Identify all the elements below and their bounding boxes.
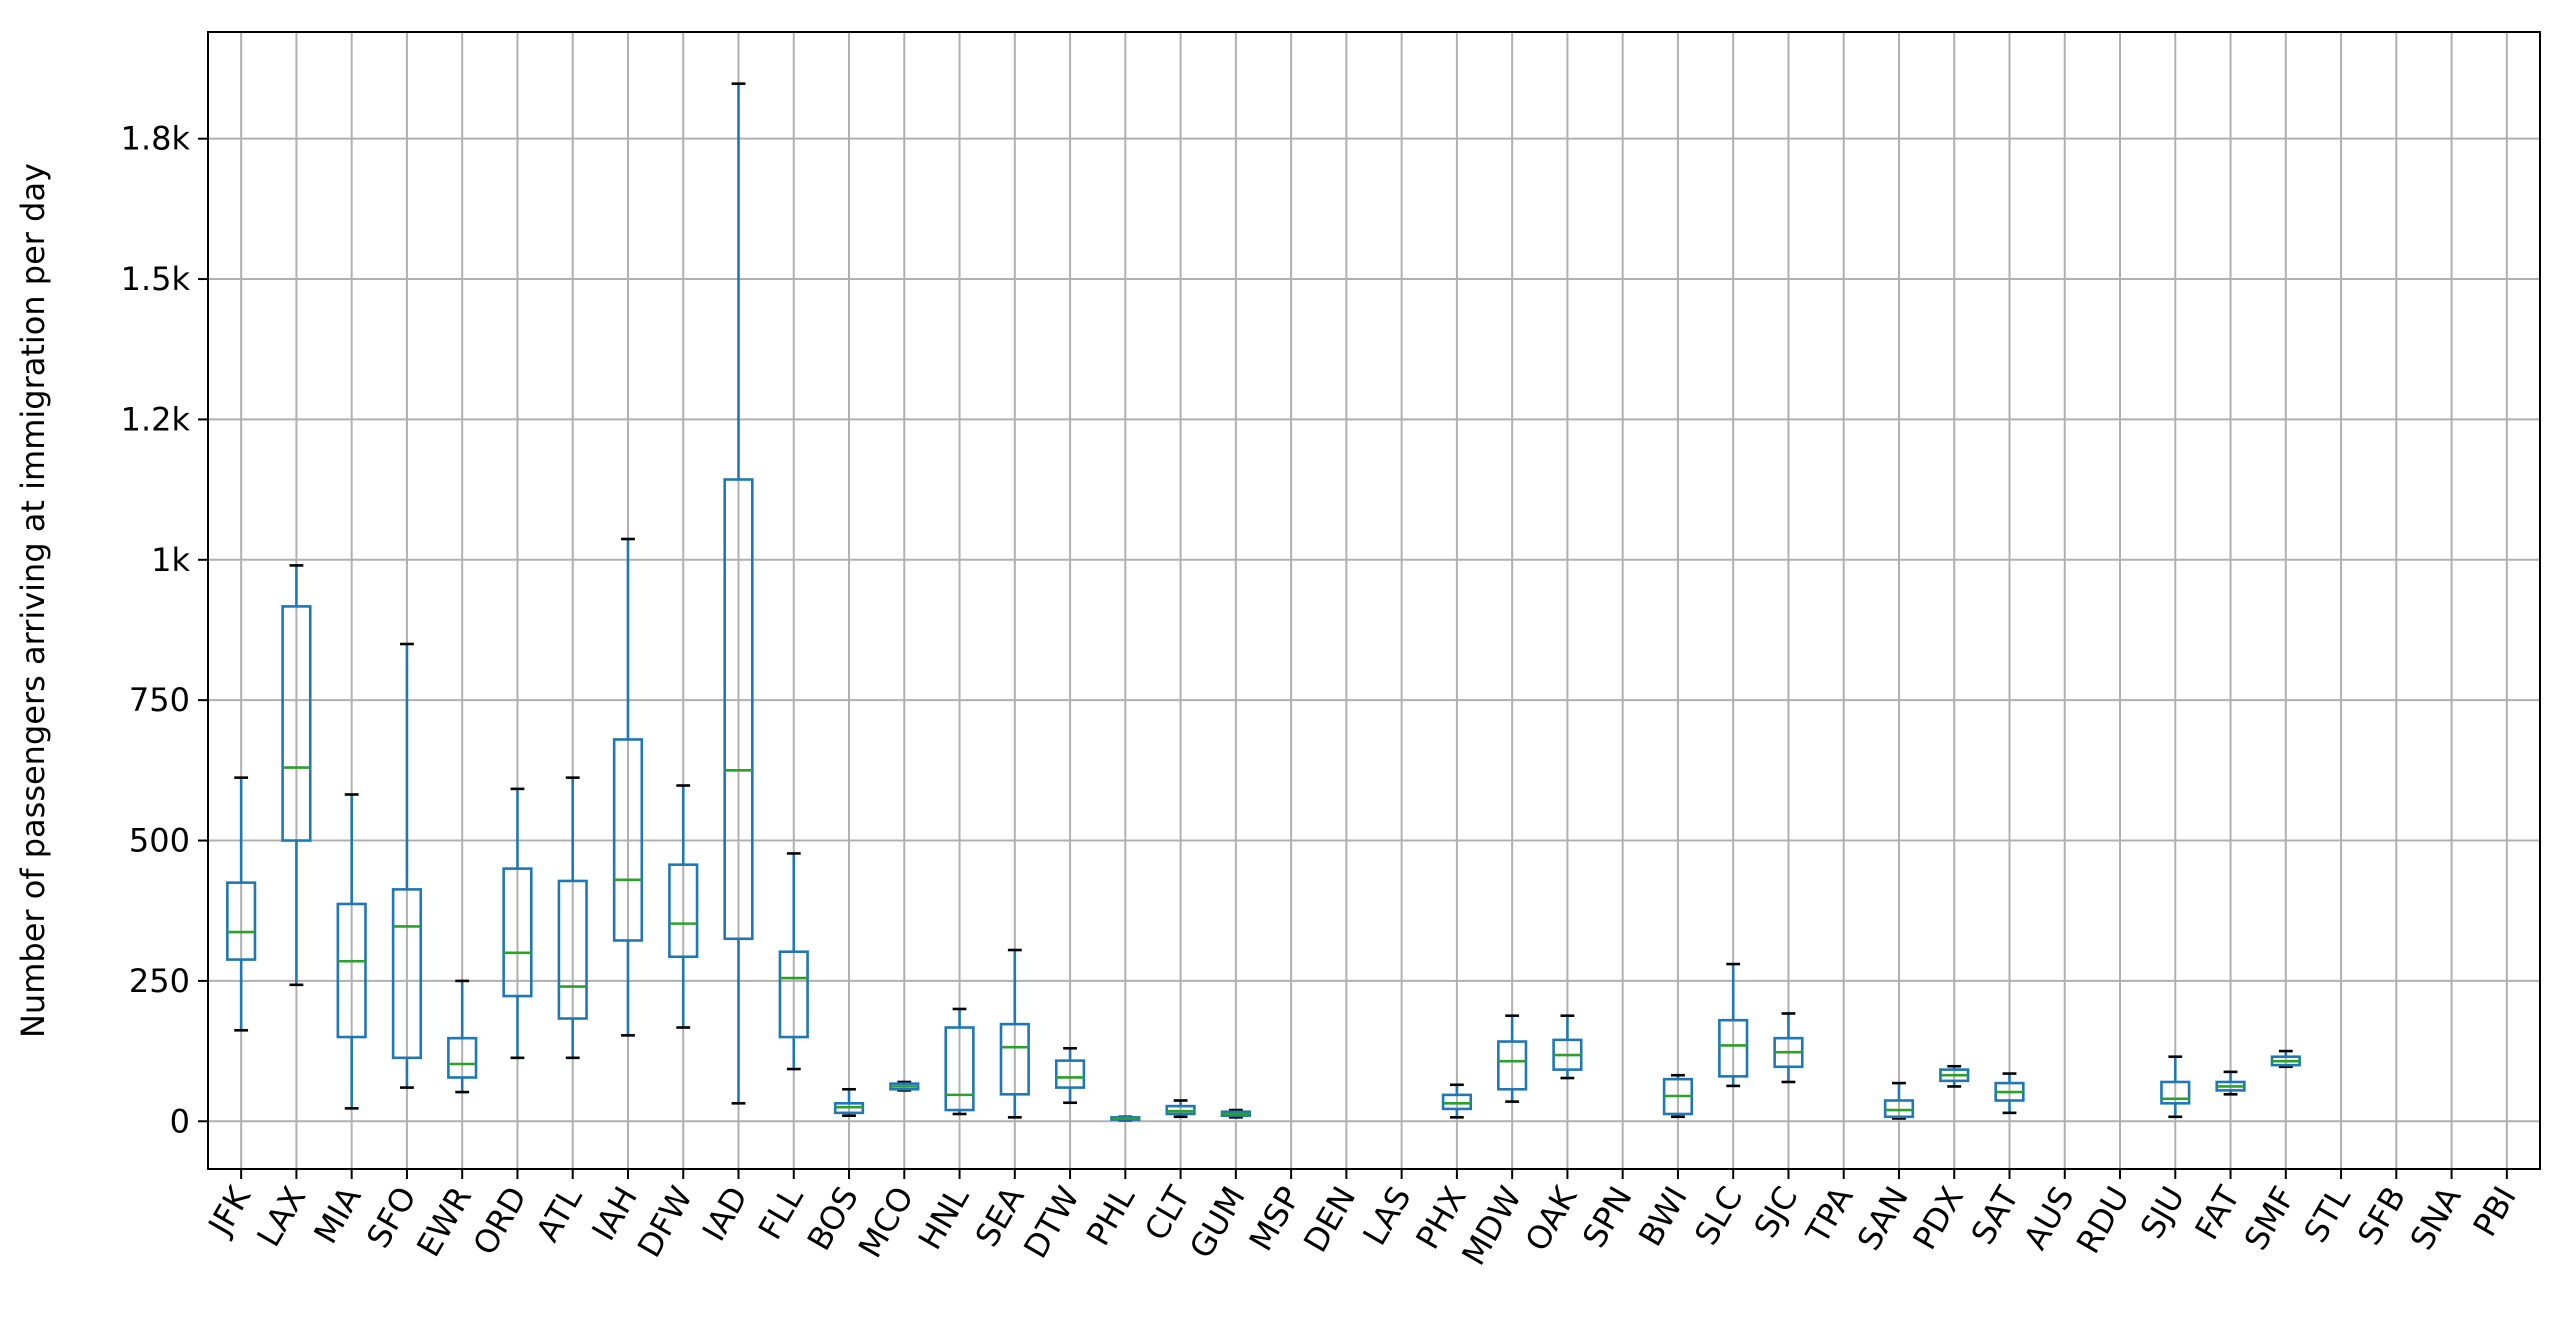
x-tick-label: BWI: [1631, 1180, 1695, 1253]
x-tick-label: HNL: [911, 1180, 977, 1256]
box-dfw: [668, 784, 699, 1029]
box-fat: [2215, 1070, 2246, 1096]
box-sat: [1994, 1072, 2025, 1115]
box-gum: [1220, 1108, 1251, 1119]
y-tick-label: 0: [170, 1102, 190, 1140]
box-bwi: [1662, 1073, 1694, 1119]
x-tick-label: MIA: [306, 1180, 368, 1250]
iqr-box: [944, 1026, 975, 1112]
x-tick-label: ATL: [528, 1180, 589, 1248]
y-tick-layer: 0 250 500 750 1k 1.2k 1.5k 1.8k: [121, 120, 208, 1140]
box-iad: [723, 82, 754, 1105]
box-sju: [2160, 1055, 2191, 1119]
box-fll: [778, 852, 809, 1071]
iqr-box: [612, 738, 644, 942]
box-smf: [2270, 1049, 2301, 1069]
y-tick-label: 1.2k: [121, 400, 191, 438]
x-tick-label: AUS: [2016, 1180, 2082, 1256]
box-layer: [226, 82, 2301, 1122]
y-tick-label: 500: [129, 822, 190, 860]
box-atl: [557, 776, 588, 1060]
box-lax: [281, 564, 312, 987]
box-dtw: [1054, 1046, 1086, 1105]
y-tick-label: 250: [129, 962, 190, 1000]
x-tick-label: SJC: [1746, 1180, 1805, 1244]
x-tick-layer: JFKLAXMIASFOEWRORDATLIAHDFWIADFLLBOSMCOH…: [200, 1169, 2524, 1272]
x-tick-label: MCO: [851, 1180, 921, 1264]
box-hnl: [944, 1007, 975, 1116]
x-tick-label: SJU: [2133, 1180, 2192, 1245]
x-tick-label: RDU: [2069, 1180, 2137, 1260]
iqr-box: [2160, 1080, 2191, 1105]
box-phx: [1441, 1083, 1473, 1119]
box-slc: [1718, 962, 1749, 1088]
box-ewr: [447, 979, 478, 1094]
x-tick-label: PBI: [2466, 1180, 2524, 1243]
iqr-box: [281, 605, 312, 842]
x-tick-label: GUM: [1182, 1180, 1253, 1265]
y-tick-label: 750: [129, 681, 190, 719]
box-iah: [612, 537, 644, 1037]
box-oak: [1552, 1014, 1583, 1080]
x-tick-label: STL: [2296, 1180, 2358, 1249]
x-tick-label: DTW: [1016, 1180, 1087, 1265]
iqr-box: [336, 902, 367, 1039]
x-tick-label: DFW: [630, 1180, 700, 1264]
iqr-box: [1883, 1099, 1915, 1119]
x-tick-label: PHL: [1079, 1180, 1143, 1252]
box-pdx: [1939, 1064, 1970, 1088]
box-jfk: [226, 776, 257, 1032]
x-tick-label: ORD: [465, 1180, 534, 1261]
box-clt: [1165, 1099, 1196, 1119]
y-axis-label: Number of passengers arriving at immigra…: [14, 163, 52, 1038]
box-mco: [889, 1080, 920, 1092]
x-tick-label: SMF: [2237, 1180, 2303, 1256]
y-tick-label: 1.8k: [121, 120, 191, 158]
box-sea: [999, 948, 1030, 1119]
iqr-box: [391, 888, 423, 1060]
box-sfo: [391, 642, 423, 1089]
iqr-box: [1497, 1040, 1528, 1091]
iqr-box: [226, 881, 257, 961]
x-tick-label: OAK: [1518, 1179, 1585, 1257]
y-tick-label: 1.5k: [121, 260, 191, 298]
y-tick-label: 1k: [151, 541, 190, 579]
iqr-box: [668, 863, 699, 959]
iqr-box: [447, 1036, 478, 1079]
x-tick-label: SNA: [2403, 1180, 2469, 1256]
iqr-box: [999, 1022, 1030, 1096]
x-tick-label: EWR: [409, 1180, 479, 1263]
x-tick-label: LAX: [249, 1180, 313, 1253]
iqr-box: [502, 867, 533, 998]
x-tick-label: SPN: [1575, 1180, 1640, 1254]
x-tick-label: SLC: [1687, 1180, 1750, 1251]
plot-frame: [207, 31, 2541, 1170]
x-tick-label: DEN: [1296, 1180, 1363, 1259]
box-san: [1883, 1081, 1915, 1120]
box-phl: [1110, 1115, 1141, 1122]
box-mdw: [1497, 1014, 1528, 1103]
iqr-box: [1718, 1018, 1749, 1078]
box-mia: [336, 793, 367, 1110]
box-ord: [502, 787, 533, 1060]
iqr-box: [557, 879, 588, 1020]
box-sjc: [1773, 1012, 1804, 1084]
iqr-box: [1054, 1059, 1086, 1089]
x-tick-label: LAS: [1355, 1180, 1418, 1252]
iqr-box: [778, 950, 809, 1039]
x-tick-label: MDW: [1454, 1180, 1529, 1272]
x-tick-label: TPA: [1798, 1180, 1861, 1251]
box-bos: [833, 1087, 865, 1117]
x-tick-label: MSP: [1242, 1180, 1309, 1257]
x-tick-label: SAT: [1964, 1180, 2027, 1251]
x-tick-label: SAN: [1850, 1180, 1916, 1257]
x-tick-label: PDX: [1905, 1180, 1971, 1256]
x-tick-label: SFB: [2350, 1180, 2413, 1252]
iqr-box: [1441, 1093, 1473, 1111]
iqr-box: [723, 478, 754, 941]
x-tick-label: IAD: [695, 1180, 756, 1247]
